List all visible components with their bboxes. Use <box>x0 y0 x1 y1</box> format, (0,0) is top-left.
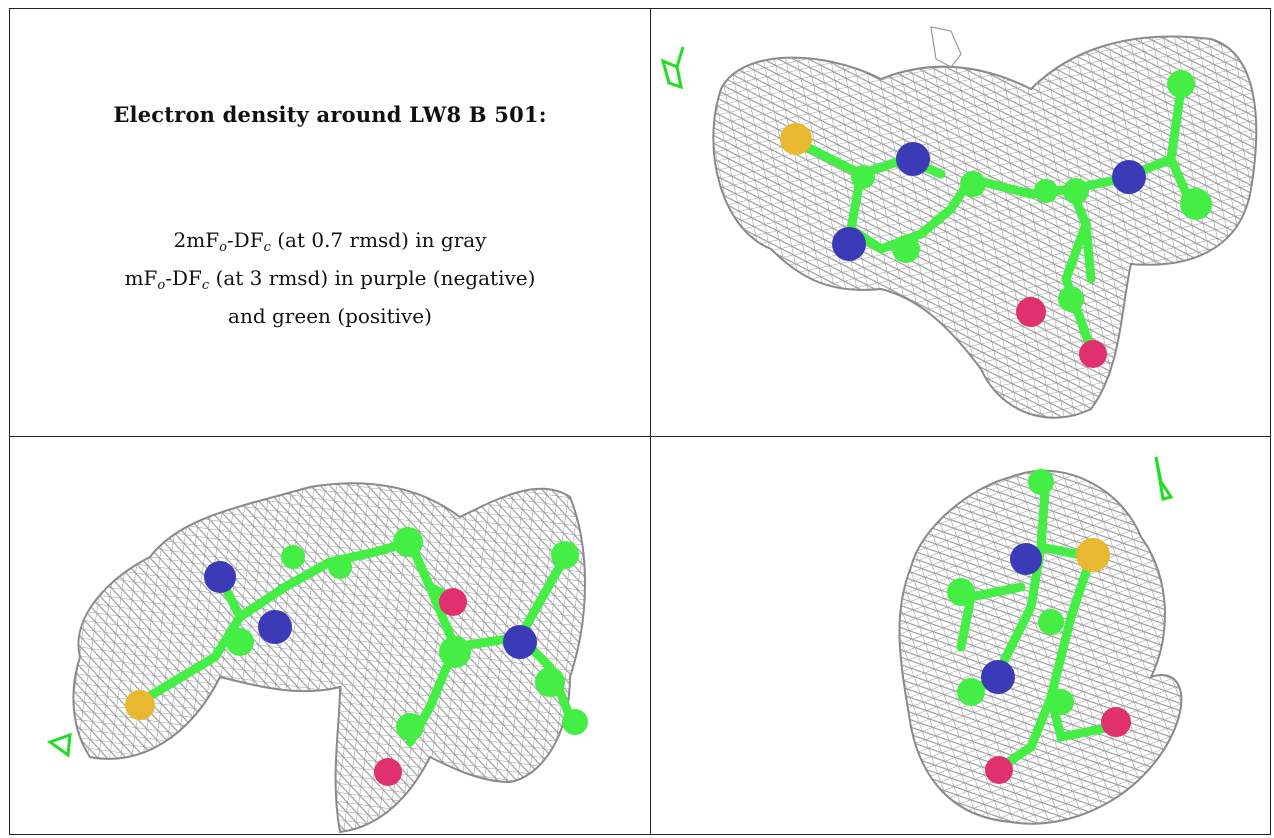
mesh-surface <box>712 26 1258 419</box>
density-panel-top-right <box>651 9 1270 436</box>
caption-cell: Electron density around LW8 B 501: 2mFo-… <box>10 9 650 436</box>
caption-line-3: and green (positive) <box>228 304 432 328</box>
density-panel-bottom-right <box>651 437 1270 834</box>
atoms <box>125 527 588 786</box>
caption-line-2: mFo-DFc (at 3 rmsd) in purple (negative) <box>124 266 536 293</box>
axis-glyph <box>1154 456 1174 501</box>
density-render-2 <box>46 482 588 834</box>
table-divider-vertical <box>650 8 652 835</box>
ligand-model <box>135 536 575 747</box>
table-divider-horizontal <box>9 436 1271 438</box>
density-render-1 <box>660 26 1258 419</box>
axis-glyph <box>660 46 685 90</box>
atoms <box>947 469 1131 784</box>
mesh-surface <box>72 482 586 834</box>
caption-line-1: 2mFo-DFc (at 0.7 rmsd) in gray <box>173 228 487 255</box>
axis-glyph <box>46 732 72 758</box>
ligand-model <box>956 472 1116 772</box>
atoms <box>780 70 1212 368</box>
caption-title: Electron density around LW8 B 501: <box>113 102 547 127</box>
figure-table <box>9 8 1271 835</box>
caption-description: 2mFo-DFc (at 0.7 rmsd) in gray mFo-DFc (… <box>10 225 650 331</box>
density-panel-bottom-left <box>10 437 650 834</box>
density-render-3 <box>898 456 1183 825</box>
